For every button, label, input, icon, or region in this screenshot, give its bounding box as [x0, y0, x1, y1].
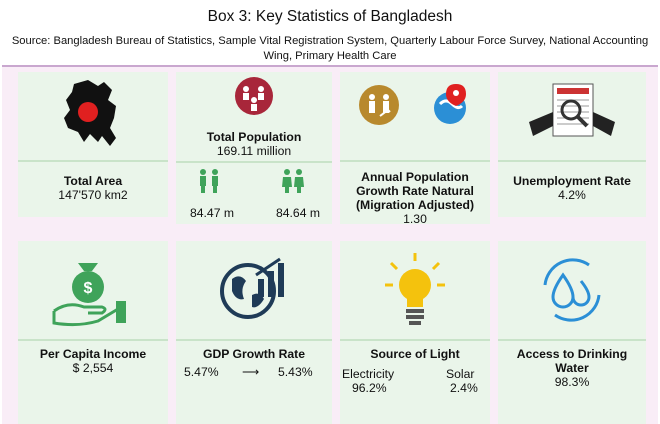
card-divider [340, 339, 490, 341]
stats-panel: Total Area 147'570 km2 Total Population … [2, 65, 658, 424]
female-population-value: 84.64 m [275, 206, 321, 220]
total-population-value: 169.11 million [216, 144, 292, 158]
family-icon [359, 85, 399, 125]
card-divider [18, 160, 168, 162]
gdp-growth-to-value: 5.43% [278, 365, 313, 379]
drinking-water-label-line1: Access to Drinking [516, 347, 628, 361]
card-drinking-water: Access to Drinking Water 98.3% [498, 241, 646, 424]
svg-text:$: $ [84, 280, 93, 297]
gdp-growth-from-value: 5.47% [184, 365, 219, 379]
male-population-value: 84.47 m [189, 206, 235, 220]
globe-chart-icon [220, 257, 284, 319]
growth-label-line2: Growth Rate Natural [356, 184, 474, 198]
growth-label-line3: (Migration Adjusted) [355, 198, 475, 212]
people-group-icon [235, 77, 273, 115]
solar-value: 2.4% [450, 381, 478, 395]
bangladesh-map-icon [64, 80, 116, 146]
total-area-label: Total Area [63, 174, 123, 188]
card-divider [176, 339, 332, 341]
water-drops-icon [543, 258, 601, 322]
solar-label: Solar [446, 367, 475, 381]
lightbulb-icon [385, 253, 445, 325]
male-group-icon [200, 169, 218, 193]
source-of-light-label: Source of Light [370, 347, 460, 361]
card-per-capita-income: $ Per Capita Income $ 2,554 [18, 241, 168, 424]
drinking-water-label-line2: Water [555, 361, 589, 375]
growth-label-line1: Annual Population [361, 170, 469, 184]
card-divider [176, 161, 332, 163]
card-divider [18, 339, 168, 341]
female-group-icon [282, 169, 304, 193]
total-area-value: 147'570 km2 [58, 188, 128, 202]
jobs-newspaper-icon [529, 83, 615, 137]
per-capita-income-label: Per Capita Income [39, 347, 147, 361]
card-divider [498, 160, 646, 162]
card-divider [340, 160, 490, 162]
unemployment-value: 4.2% [558, 188, 586, 202]
per-capita-income-value: $ 2,554 [72, 361, 114, 375]
migration-globe-icon [434, 84, 466, 124]
card-population-growth: Annual Population Growth Rate Natural (M… [340, 72, 490, 226]
drinking-water-value: 98.3% [554, 375, 590, 389]
total-population-label: Total Population [206, 130, 302, 144]
page-title: Box 3: Key Statistics of Bangladesh [207, 8, 453, 25]
card-divider [498, 339, 646, 341]
card-unemployment: Unemployment Rate 4.2% [498, 72, 646, 217]
growth-value: 1.30 [403, 212, 427, 226]
electricity-label: Electricity [342, 367, 395, 381]
card-total-area: Total Area 147'570 km2 [18, 72, 168, 217]
source-note: Source: Bangladesh Bureau of Statistics,… [11, 35, 649, 62]
card-gdp-growth: GDP Growth Rate 5.47% ⟶ 5.43% [176, 241, 332, 424]
electricity-value: 96.2% [352, 381, 387, 395]
money-bag-hand-icon: $ [52, 263, 126, 327]
unemployment-label: Unemployment Rate [513, 174, 631, 188]
arrow-right-icon: ⟶ [242, 365, 260, 379]
gdp-growth-label: GDP Growth Rate [202, 347, 306, 361]
card-total-population: Total Population 169.11 million 84.47 m … [176, 72, 332, 224]
card-source-of-light: Source of Light Electricity 96.2% Solar … [340, 241, 490, 424]
